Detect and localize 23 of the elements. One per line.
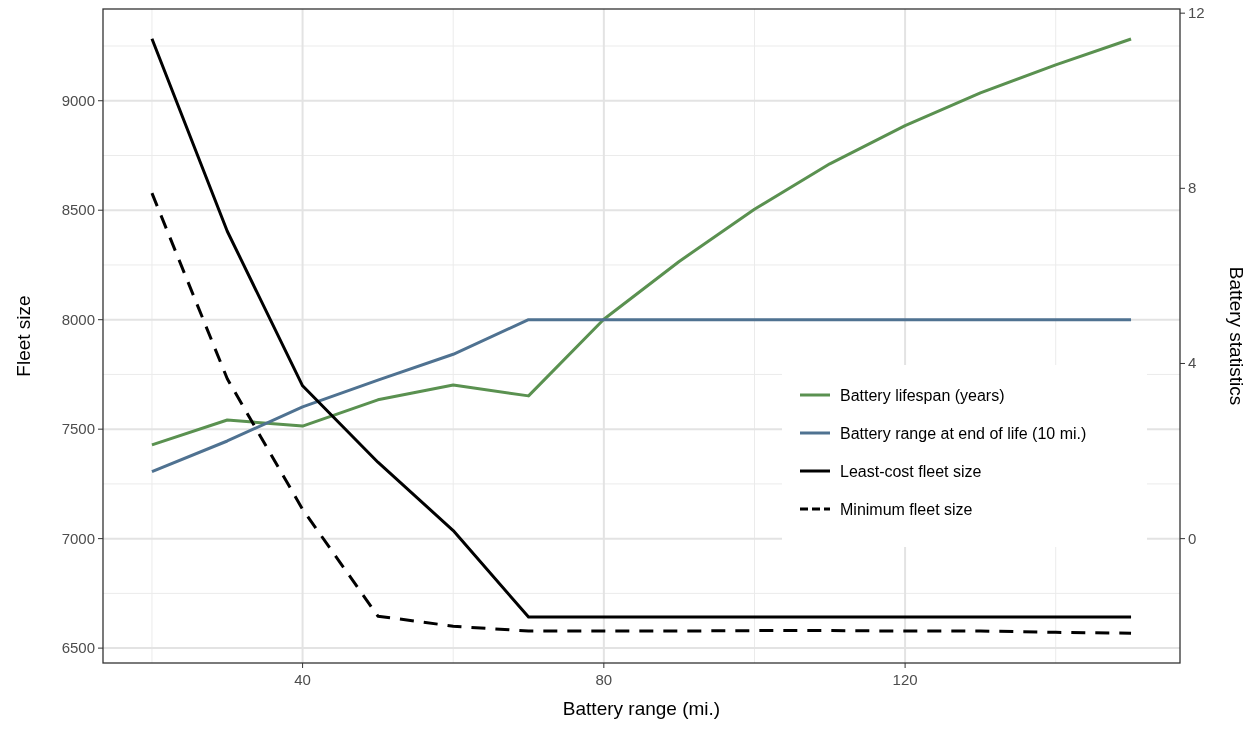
y-tick-label: 6500	[61, 639, 95, 657]
y-tick-label: 7500	[61, 420, 95, 438]
y-axis-title: Fleet size	[13, 295, 34, 377]
y-tick-label: 8000	[61, 310, 95, 328]
legend-label: Least-cost fleet size	[840, 463, 982, 480]
legend-label: Battery range at end of life (10 mi.)	[840, 425, 1087, 442]
line-series	[150, 37, 1133, 447]
line-series	[150, 37, 1133, 619]
y2-tick-label: 8	[1188, 179, 1197, 197]
y2-tick-label: 12	[1188, 4, 1205, 22]
x-axis-title: Battery range (mi.)	[562, 698, 721, 719]
legend-label: Battery lifespan (years)	[840, 387, 1005, 404]
y-tick-label: 8500	[61, 201, 95, 219]
x-tick-label: 40	[294, 671, 311, 688]
x-tick-label: 80	[595, 671, 613, 688]
y-tick-label: 7000	[61, 529, 95, 547]
x-tick-label: 120	[892, 671, 918, 688]
y2-axis-title: Battery statistics	[1226, 266, 1247, 406]
y2-tick-label: 4	[1188, 354, 1197, 372]
y-tick-label: 9000	[61, 91, 95, 109]
line-series	[150, 191, 1133, 635]
legend-label: Minimum fleet size	[840, 501, 973, 518]
y2-tick-label: 0	[1188, 529, 1197, 547]
